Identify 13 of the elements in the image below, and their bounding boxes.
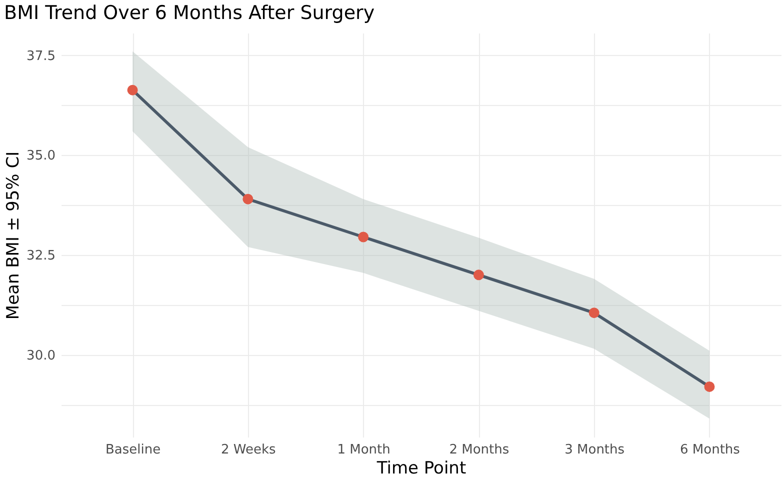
x-axis-title: Time Point [376, 458, 466, 478]
x-tick-label: 2 Months [449, 442, 510, 458]
x-tick-label: 6 Months [680, 442, 740, 458]
y-tick-label: 32.5 [26, 248, 56, 264]
x-tick-label: Baseline [105, 442, 161, 458]
y-tick-label: 37.5 [26, 48, 56, 64]
chart-title: BMI Trend Over 6 Months After Surgery [4, 2, 375, 24]
x-tick-label: 3 Months [564, 442, 625, 458]
x-tick-label: 2 Weeks [221, 442, 276, 458]
y-tick-label: 35.0 [26, 148, 56, 164]
y-axis-title: Mean BMI ± 95% CI [4, 151, 24, 320]
y-tick-label: 30.0 [26, 348, 56, 364]
x-tick-label: 1 Month [337, 442, 390, 458]
